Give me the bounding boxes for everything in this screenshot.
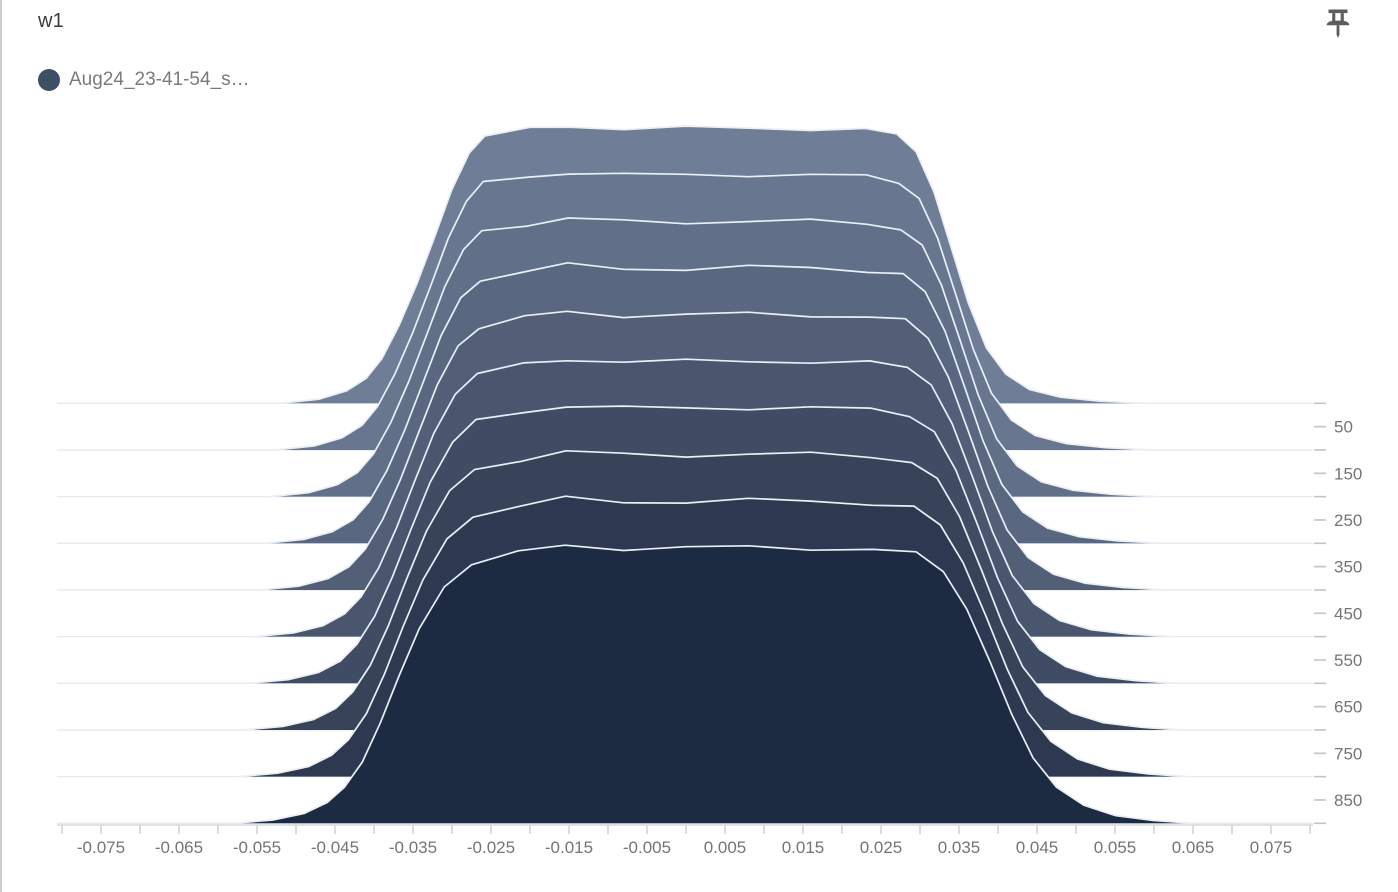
y-axis-tick-label: 650 xyxy=(1334,698,1362,717)
histogram-ridges xyxy=(233,125,1194,825)
x-axis-tick-label: -0.035 xyxy=(389,838,437,857)
x-axis-tick-label: 0.065 xyxy=(1172,838,1215,857)
ridge-outline xyxy=(264,261,1162,545)
x-axis-tick-label: -0.005 xyxy=(623,838,671,857)
ridge-outline xyxy=(238,495,1188,778)
x-axis-tick-label: -0.055 xyxy=(233,838,281,857)
ridge-outline xyxy=(243,449,1183,731)
x-axis-tick-label: 0.075 xyxy=(1250,838,1293,857)
ridge-outline xyxy=(259,310,1168,591)
x-axis-tick-label: 0.005 xyxy=(704,838,747,857)
x-axis-tick-label: 0.015 xyxy=(782,838,825,857)
ridge-outline xyxy=(269,217,1157,498)
y-axis-tick-label: 450 xyxy=(1334,604,1362,623)
ridge-outline xyxy=(254,358,1173,638)
ridge-outline xyxy=(249,405,1178,685)
x-axis-tick-label: -0.065 xyxy=(155,838,203,857)
y-axis-tick-label: 750 xyxy=(1334,744,1362,763)
x-axis-tick-label: -0.075 xyxy=(77,838,125,857)
legend-run-label: Aug24_23-41-54_s… xyxy=(69,69,250,90)
x-axis: -0.075 -0.065 -0.055 -0.045 -0.035 -0.025 -0.0… xyxy=(57,824,1313,857)
pushpin-icon xyxy=(1326,9,1350,38)
x-axis-tick-label: 0.055 xyxy=(1094,838,1137,857)
x-axis-tick-label: -0.025 xyxy=(467,838,515,857)
x-axis-tick-label: 0.035 xyxy=(938,838,981,857)
ridge-fill xyxy=(233,545,1194,824)
panel-title: w1 xyxy=(38,10,64,32)
y-axis-tick-label: 250 xyxy=(1334,511,1362,530)
pin-button[interactable] xyxy=(1320,4,1356,50)
ridge-outline xyxy=(280,125,1147,405)
y-axis-tick-label: 550 xyxy=(1334,651,1362,670)
ridge-outline xyxy=(233,544,1194,825)
x-axis-tick-label: -0.045 xyxy=(311,838,359,857)
legend-run-dot xyxy=(38,69,60,91)
legend-item[interactable]: Aug24_23-41-54_s… xyxy=(38,66,250,94)
ridge-outline xyxy=(275,172,1152,451)
y-axis-tick-label: 350 xyxy=(1334,558,1362,577)
x-axis-tick-label: 0.045 xyxy=(1016,838,1059,857)
y-axis-tick-label: 150 xyxy=(1334,464,1362,483)
y-axis-tick-label: 50 xyxy=(1334,418,1353,437)
x-axis-tick-label: 0.025 xyxy=(860,838,903,857)
y-axis: 50 150 250 350 450 550 650 750 850 xyxy=(1314,402,1362,825)
x-axis-tick-label: -0.015 xyxy=(545,838,593,857)
y-axis-tick-label: 850 xyxy=(1334,791,1362,810)
